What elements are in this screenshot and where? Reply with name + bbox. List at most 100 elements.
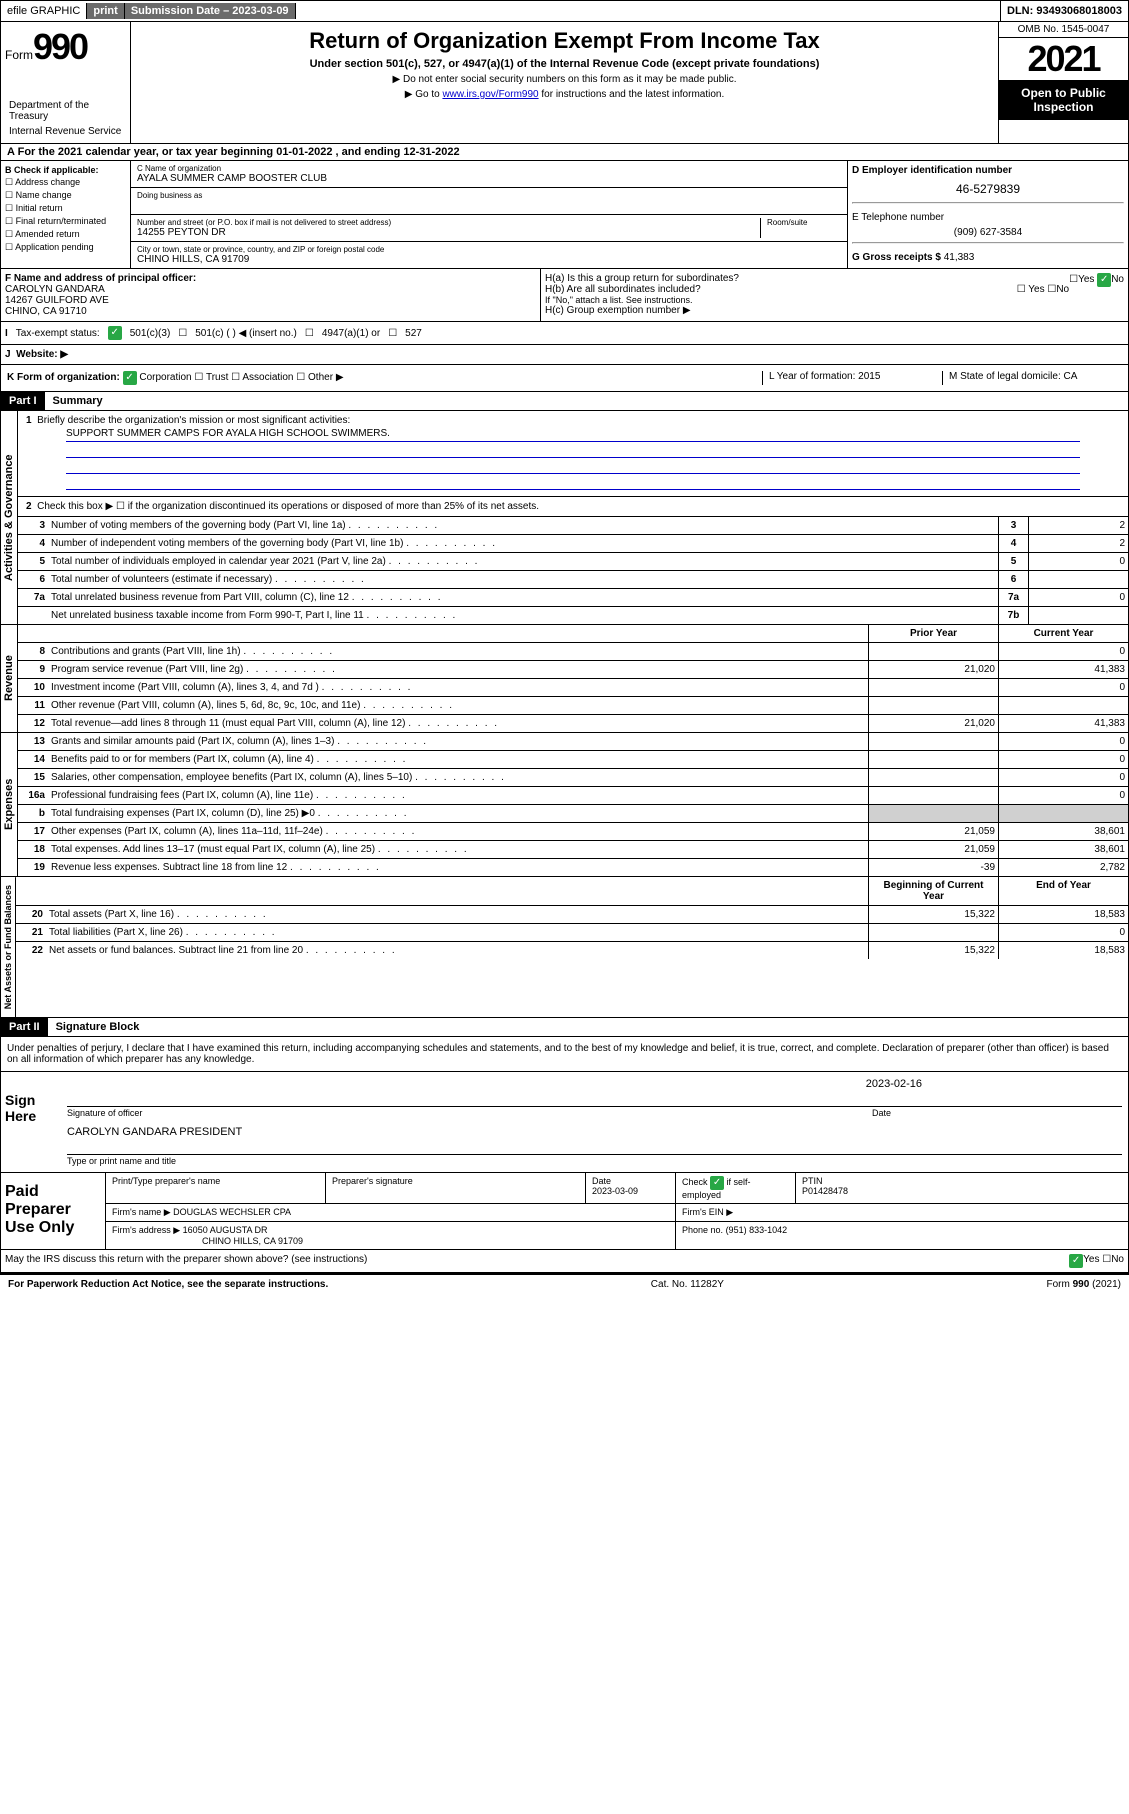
firm-addr: 16050 AUGUSTA DR xyxy=(183,1225,268,1235)
hb-note: If "No," attach a list. See instructions… xyxy=(545,295,1124,305)
declaration: Under penalties of perjury, I declare th… xyxy=(0,1037,1129,1072)
gov-line: 4Number of independent voting members of… xyxy=(18,535,1128,553)
footer-mid: Cat. No. 11282Y xyxy=(651,1279,724,1290)
tax-year: 2021 xyxy=(999,38,1128,80)
officer-addr1: 14267 GUILFORD AVE xyxy=(5,295,109,306)
data-line: 14Benefits paid to or for members (Part … xyxy=(18,751,1128,769)
sign-date: 2023-02-16 xyxy=(67,1078,1122,1092)
data-line: 16aProfessional fundraising fees (Part I… xyxy=(18,787,1128,805)
year-formation: L Year of formation: 2015 xyxy=(762,371,942,385)
netassets-section: Net Assets or Fund Balances Beginning of… xyxy=(0,877,1129,1018)
room-label: Room/suite xyxy=(767,218,841,227)
dept-label: Department of the Treasury xyxy=(5,98,126,124)
rev-header: Prior Year Current Year xyxy=(18,625,1128,643)
section-k: K Form of organization: ✓ Corporation ☐ … xyxy=(0,365,1129,392)
data-line: 11Other revenue (Part VIII, column (A), … xyxy=(18,697,1128,715)
omb-number: OMB No. 1545-0047 xyxy=(999,22,1128,38)
gross-receipts: G Gross receipts $ 41,383 xyxy=(852,252,1124,263)
section-b: B Check if applicable: ☐ Address change … xyxy=(1,161,131,268)
city-state-zip: CHINO HILLS, CA 91709 xyxy=(137,254,841,265)
chk-pending[interactable]: ☐ Application pending xyxy=(5,242,126,253)
line1: 1 Briefly describe the organization's mi… xyxy=(18,411,1128,497)
hc-row: H(c) Group exemption number ▶ xyxy=(545,305,1124,316)
inspection-label: Open to Public Inspection xyxy=(999,80,1128,120)
ein-label: D Employer identification number xyxy=(852,165,1012,176)
check-icon: ✓ xyxy=(108,326,122,340)
data-line: 10Investment income (Part VIII, column (… xyxy=(18,679,1128,697)
name-title-label: Type or print name and title xyxy=(67,1154,1122,1166)
gov-line: 6Total number of volunteers (estimate if… xyxy=(18,571,1128,589)
officer-name: CAROLYN GANDARA xyxy=(5,284,105,295)
section-fh: F Name and address of principal officer:… xyxy=(0,269,1129,322)
period-a: A xyxy=(7,146,18,158)
gov-line: 7aTotal unrelated business revenue from … xyxy=(18,589,1128,607)
state-domicile: M State of legal domicile: CA xyxy=(942,371,1122,385)
discuss-text: May the IRS discuss this return with the… xyxy=(5,1254,1069,1268)
period-text: For the 2021 calendar year, or tax year … xyxy=(18,146,460,158)
note-ssn: ▶ Do not enter social security numbers o… xyxy=(137,74,992,85)
firm-phone: (951) 833-1042 xyxy=(726,1225,788,1235)
irs-link[interactable]: www.irs.gov/Form990 xyxy=(442,89,538,100)
part2-title: Signature Block xyxy=(48,1018,148,1036)
chk-amended[interactable]: ☐ Amended return xyxy=(5,229,126,240)
gov-line: 3Number of voting members of the governi… xyxy=(18,517,1128,535)
k-label: K Form of organization: xyxy=(7,372,120,383)
street-address: 14255 PEYTON DR xyxy=(137,227,754,238)
check-icon: ✓ xyxy=(1097,273,1111,287)
addr-label: Number and street (or P.O. box if mail i… xyxy=(137,218,754,227)
sign-section: Sign Here 2023-02-16 Signature of office… xyxy=(0,1072,1129,1173)
chk-name[interactable]: ☐ Name change xyxy=(5,190,126,201)
date-label: Date xyxy=(872,1108,1122,1118)
efile-label: efile GRAPHIC xyxy=(1,3,87,19)
data-line: 17Other expenses (Part IX, column (A), l… xyxy=(18,823,1128,841)
current-year-hdr: Current Year xyxy=(998,625,1128,642)
dln-label: DLN: 93493068018003 xyxy=(1001,3,1128,19)
part1-header: Part I Summary xyxy=(0,392,1129,411)
net-header: Beginning of Current Year End of Year xyxy=(16,877,1128,906)
section-i: I Tax-exempt status: ✓ 501(c)(3) ☐ 501(c… xyxy=(0,322,1129,345)
hb-row: H(b) Are all subordinates included? ☐ Ye… xyxy=(545,284,1124,295)
city-label: City or town, state or province, country… xyxy=(137,245,841,254)
data-line: 9Program service revenue (Part VIII, lin… xyxy=(18,661,1128,679)
officer-name-title: CAROLYN GANDARA PRESIDENT xyxy=(67,1126,1122,1140)
year-box: OMB No. 1545-0047 2021 Open to Public In… xyxy=(998,22,1128,143)
mission-text: SUPPORT SUMMER CAMPS FOR AYALA HIGH SCHO… xyxy=(66,428,1080,442)
part1-hdr: Part I xyxy=(1,392,45,410)
chk-final[interactable]: ☐ Final return/terminated xyxy=(5,216,126,227)
print-button[interactable]: print xyxy=(87,3,124,19)
paid-row-2: Firm's name ▶ DOUGLAS WECHSLER CPA Firm'… xyxy=(106,1204,1128,1222)
data-line: bTotal fundraising expenses (Part IX, co… xyxy=(18,805,1128,823)
sign-label: Sign Here xyxy=(1,1072,61,1172)
period-row: A For the 2021 calendar year, or tax yea… xyxy=(0,144,1129,161)
f-label: F Name and address of principal officer: xyxy=(5,273,196,284)
dba-label: Doing business as xyxy=(137,191,841,200)
footer-right: Form 990 (2021) xyxy=(1047,1279,1121,1290)
data-line: 21Total liabilities (Part X, line 26) 0 xyxy=(16,924,1128,942)
org-name: AYALA SUMMER CAMP BOOSTER CLUB xyxy=(137,173,841,184)
paid-row-1: Print/Type preparer's name Preparer's si… xyxy=(106,1173,1128,1204)
footer-left: For Paperwork Reduction Act Notice, see … xyxy=(8,1279,328,1290)
main-title: Return of Organization Exempt From Incom… xyxy=(137,28,992,54)
part1-title: Summary xyxy=(45,392,111,410)
prep-date: 2023-03-09 xyxy=(592,1186,638,1196)
chk-initial[interactable]: ☐ Initial return xyxy=(5,203,126,214)
data-line: 15Salaries, other compensation, employee… xyxy=(18,769,1128,787)
officer-addr2: CHINO, CA 91710 xyxy=(5,306,87,317)
form-header: Form 990 Department of the Treasury Inte… xyxy=(0,22,1129,144)
prep-sig-label: Preparer's signature xyxy=(326,1173,586,1203)
chk-address[interactable]: ☐ Address change xyxy=(5,177,126,188)
prior-year-hdr: Prior Year xyxy=(868,625,998,642)
spacer xyxy=(296,1,1001,21)
firm-addr2: CHINO HILLS, CA 91709 xyxy=(202,1236,303,1246)
part2-hdr: Part II xyxy=(1,1018,48,1036)
data-line: 13Grants and similar amounts paid (Part … xyxy=(18,733,1128,751)
ein-value: 46-5279839 xyxy=(852,182,1124,196)
top-bar: efile GRAPHIC print Submission Date – 20… xyxy=(0,0,1129,22)
net-vlabel: Net Assets or Fund Balances xyxy=(1,877,16,1017)
phone-label: E Telephone number xyxy=(852,212,1124,223)
c-name-label: C Name of organization xyxy=(137,164,841,173)
section-h: H(a) Is this a group return for subordin… xyxy=(541,269,1128,321)
data-line: 19Revenue less expenses. Subtract line 1… xyxy=(18,859,1128,876)
data-line: 8Contributions and grants (Part VIII, li… xyxy=(18,643,1128,661)
paid-row-3: Firm's address ▶ 16050 AUGUSTA DR CHINO … xyxy=(106,1222,1128,1249)
